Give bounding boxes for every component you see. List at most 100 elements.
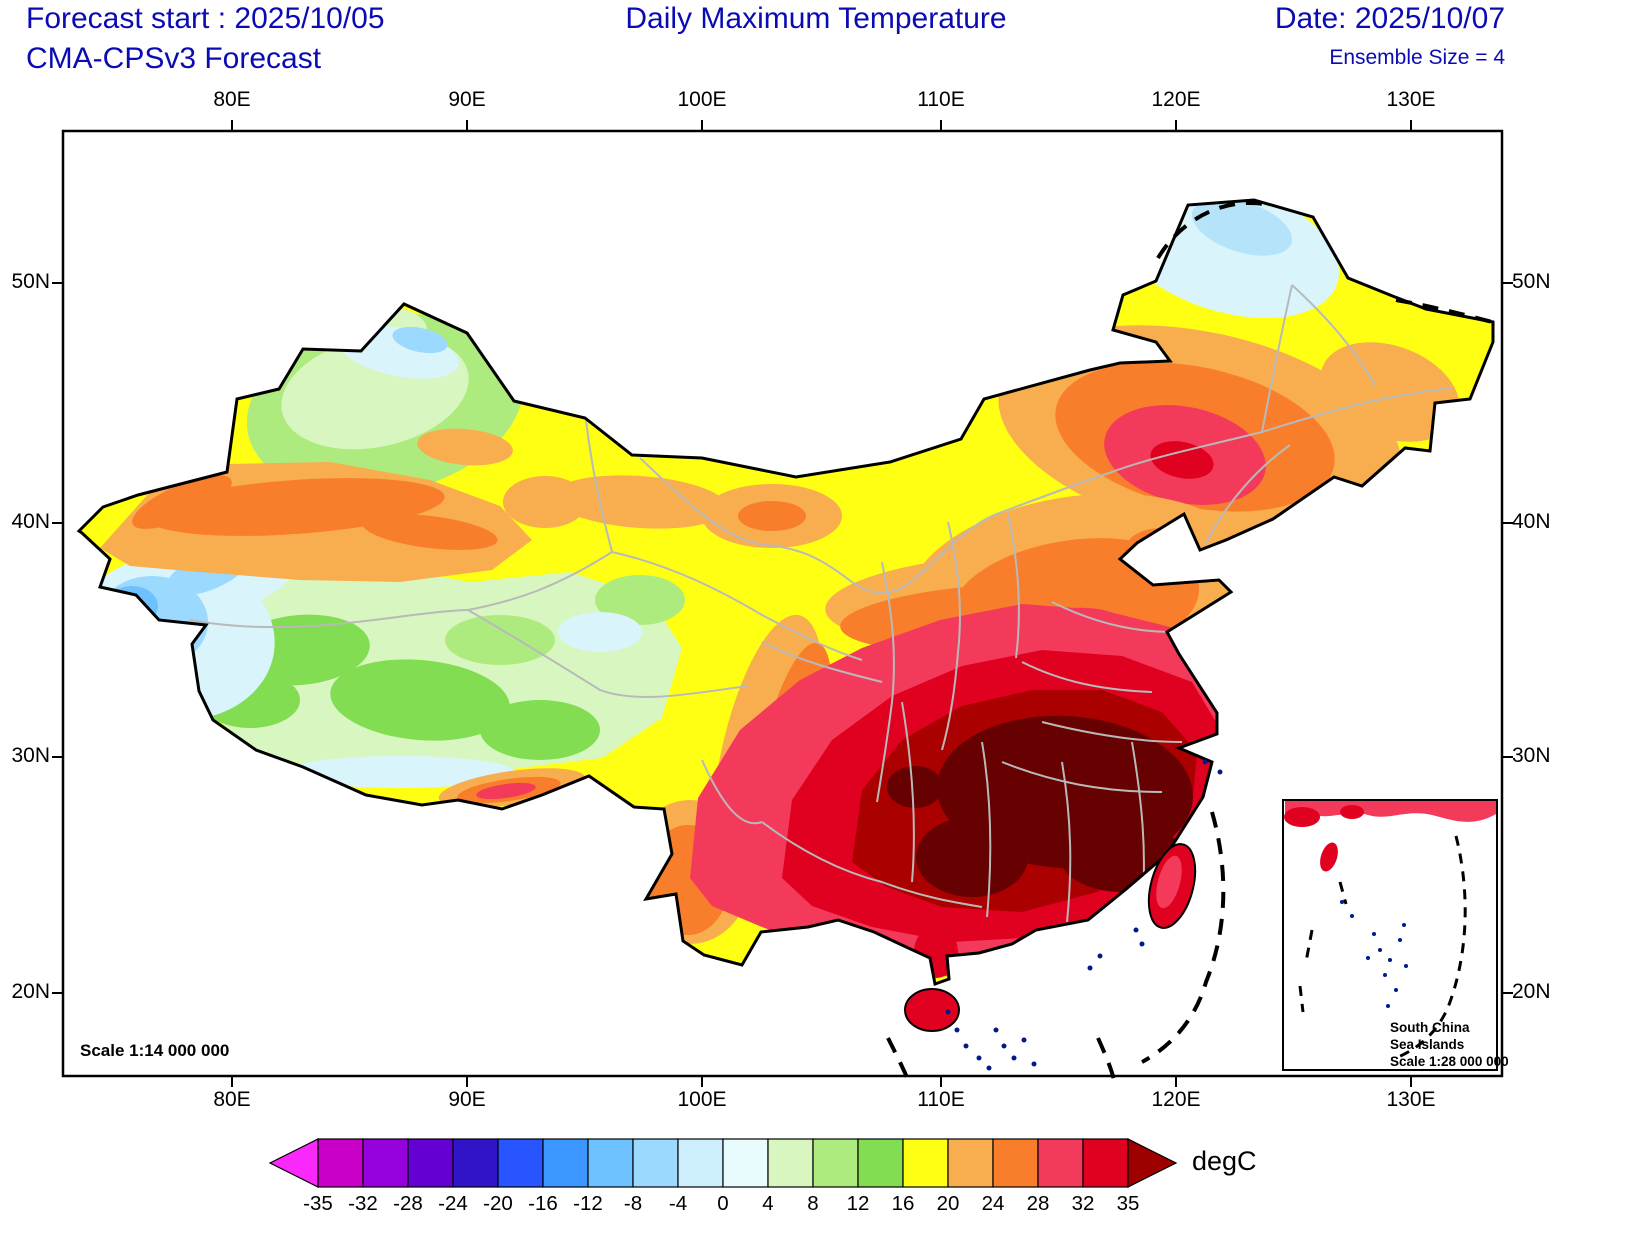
colorbar-tick-label: -16 [528, 1192, 558, 1215]
lon-tick-label-bottom: 90E [448, 1088, 486, 1111]
lon-tick-label-top: 100E [677, 88, 727, 111]
axis-tickmark [231, 120, 233, 131]
axis-tickmark [52, 992, 63, 994]
inset-taiwan [1320, 842, 1338, 872]
axis-tickmark [52, 522, 63, 524]
lon-tick-label-bottom: 80E [213, 1088, 251, 1111]
axis-tickmark [1502, 756, 1513, 758]
colorbar-tick-label: 28 [1026, 1192, 1050, 1215]
colorbar-tick-label: -28 [393, 1192, 423, 1215]
header-left: Forecast start : 2025/10/05 CMA-CPSv3 Fo… [26, 2, 385, 76]
lon-tick-label-bottom: 100E [677, 1088, 727, 1111]
axis-tickmark [1502, 282, 1513, 284]
colorbar-unit: degC [1192, 1146, 1257, 1176]
colorbar-tick-label: -32 [348, 1192, 378, 1215]
colorbar-tick-label: 20 [936, 1192, 960, 1215]
colorbar-tick-label: -12 [573, 1192, 603, 1215]
colorbar-segment [542, 1138, 589, 1188]
colorbar-right-arrow [1127, 1138, 1178, 1188]
axis-tickmark [52, 282, 63, 284]
china-outline [76, 198, 1495, 987]
axis-tickmark [1502, 992, 1513, 994]
colorbar-tick-label: 4 [762, 1192, 774, 1215]
axis-tickmark [940, 120, 942, 131]
colorbar-tick-label: 16 [891, 1192, 915, 1215]
page-title: Daily Maximum Temperature [625, 2, 1007, 35]
colorbar-segment [677, 1138, 724, 1188]
lat-tick-label-left: 20N [11, 980, 50, 1003]
axis-tickmark [1410, 120, 1412, 131]
colorbar-tick-label: 32 [1071, 1192, 1095, 1215]
province-borders [189, 284, 1453, 923]
lon-tick-label-top: 120E [1151, 88, 1201, 111]
inset-map [1282, 799, 1498, 1071]
axis-tickmark [1410, 1076, 1412, 1087]
axis-tickmark [466, 120, 468, 131]
axis-tickmark [231, 1076, 233, 1087]
colorbar-tick-label: -8 [623, 1192, 643, 1215]
lon-tick-label-top: 130E [1386, 88, 1436, 111]
colorbar-tick-label: 35 [1116, 1192, 1140, 1215]
colorbar-segment [1082, 1138, 1129, 1188]
header-right: Date: 2025/10/07 Ensemble Size = 4 [1275, 2, 1505, 70]
colorbar-tick-label: -24 [438, 1192, 468, 1215]
colorbar-segment [362, 1138, 409, 1188]
colorbar-tick-label: 8 [807, 1192, 819, 1215]
colorbar-segment [407, 1138, 454, 1188]
lon-tick-label-top: 90E [448, 88, 486, 111]
colorbar-tick-label: -20 [483, 1192, 513, 1215]
ensemble-size: Ensemble Size = 4 [1329, 46, 1505, 69]
inset-caption-line3: Scale 1:28 000 000 [1390, 1053, 1509, 1069]
colorbar-segment [902, 1138, 949, 1188]
colorbar-segment [992, 1138, 1039, 1188]
axis-tickmark [940, 1076, 942, 1087]
lat-tick-label-left: 30N [11, 744, 50, 767]
inset-caption-line1: South China [1390, 1020, 1470, 1035]
lat-tick-label-right: 20N [1512, 980, 1551, 1003]
colorbar-tick-label: -4 [668, 1192, 688, 1215]
colorbar-segment [632, 1138, 679, 1188]
lon-tick-label-top: 110E [917, 88, 965, 111]
forecast-date: Date: 2025/10/07 [1274, 2, 1505, 35]
inset-island-dots [1340, 900, 1408, 1008]
axis-tickmark [701, 120, 703, 131]
colorbar-segment [317, 1138, 364, 1188]
colorbar-segment [812, 1138, 859, 1188]
model-name: CMA-CPSv3 Forecast [26, 42, 322, 75]
lon-tick-label-bottom: 130E [1386, 1088, 1436, 1111]
islands [904, 759, 1223, 1071]
lat-tick-label-right: 40N [1512, 510, 1551, 533]
lat-tick-label-left: 40N [11, 510, 50, 533]
map-frame [61, 129, 1504, 1078]
lon-tick-label-bottom: 110E [917, 1088, 965, 1111]
colorbar-segment [722, 1138, 769, 1188]
colorbar-segment [497, 1138, 544, 1188]
colorbar-tick-label: -35 [303, 1192, 333, 1215]
lat-tick-label-left: 50N [11, 270, 50, 293]
forecast-start: Forecast start : 2025/10/05 [26, 2, 385, 35]
colorbar-segment [857, 1138, 904, 1188]
axis-tickmark [701, 1076, 703, 1087]
colorbar-tick-label: 0 [717, 1192, 729, 1215]
axis-tickmark [52, 756, 63, 758]
colorbar-bar [268, 1138, 1178, 1188]
colorbar [260, 1138, 1180, 1190]
colorbar-tick-labels: -35 -32 -28 -24 -20 -16 -12 -8 -4 0 4 8 12 16 20 24 28 32… [303, 1192, 1139, 1220]
axis-tickmark [1175, 1076, 1177, 1087]
colorbar-tick-label: 24 [981, 1192, 1005, 1215]
axis-tickmark [466, 1076, 468, 1087]
lat-tick-label-right: 30N [1512, 744, 1551, 767]
inset-caption-line2: Sea Islands [1390, 1036, 1465, 1052]
axis-tickmark [1502, 522, 1513, 524]
axis-tickmark [1175, 120, 1177, 131]
lon-tick-label-bottom: 120E [1151, 1088, 1201, 1111]
colorbar-segment [947, 1138, 994, 1188]
lat-tick-label-right: 50N [1512, 270, 1551, 293]
colorbar-tick-label: 12 [846, 1192, 870, 1215]
colorbar-left-arrow [268, 1138, 319, 1188]
colorbar-segment [767, 1138, 814, 1188]
colorbar-segment [587, 1138, 634, 1188]
colorbar-segment [452, 1138, 499, 1188]
